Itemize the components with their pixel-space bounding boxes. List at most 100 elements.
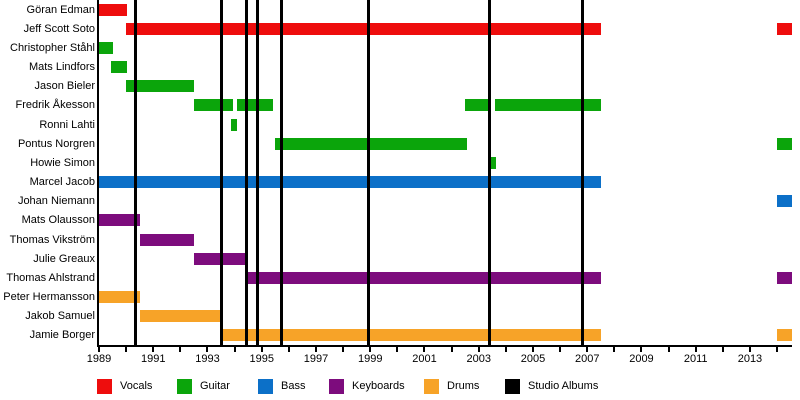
axis-tick <box>640 347 643 352</box>
legend-item-drums: Drums <box>424 378 479 394</box>
axis-tick <box>369 347 372 352</box>
axis-tick <box>559 347 562 352</box>
member-name: Göran Edman <box>26 3 95 16</box>
axis-year-label: 1997 <box>303 353 329 365</box>
member-name: Julie Greaux <box>33 252 95 265</box>
tenure-bar-keyboards <box>246 271 601 284</box>
member-name: Jamie Borger <box>29 329 95 342</box>
legend-item-keyboards: Keyboards <box>329 378 405 394</box>
axis-year-label: 1993 <box>195 353 220 365</box>
tenure-bar-vocals <box>99 3 128 16</box>
axis-tick <box>423 347 426 352</box>
legend-label: Guitar <box>200 380 230 392</box>
axis-tick <box>721 347 724 352</box>
tenure-bar-guitar <box>495 99 601 112</box>
axis-tick <box>260 347 263 352</box>
axis-tick <box>586 347 589 352</box>
legend-swatch-vocals <box>97 378 112 394</box>
member-name: Johan Niemann <box>17 195 95 208</box>
tenure-bar-guitar <box>275 137 467 150</box>
studio-album-line <box>244 0 248 345</box>
tenure-bar-vocals <box>777 22 792 35</box>
axis-year-label: 1991 <box>140 353 166 365</box>
tenure-bar-guitar <box>465 99 491 112</box>
member-name: Christopher Ståhl <box>10 41 95 54</box>
axis-tick <box>531 347 534 352</box>
axis-tick <box>396 347 399 352</box>
axis-year-label: 2003 <box>466 353 491 365</box>
axis-tick <box>98 347 100 352</box>
legend-item-albums: Studio Albums <box>505 378 598 394</box>
legend-swatch-bass <box>258 378 273 394</box>
axis-tick <box>504 347 507 352</box>
member-name: Howie Simon <box>30 156 95 169</box>
axis-year-label: 2001 <box>412 353 437 365</box>
tenure-bar-drums <box>99 291 140 304</box>
tenure-bar-drums <box>139 310 222 323</box>
axis-tick <box>342 347 345 352</box>
legend-label: Drums <box>447 380 480 392</box>
axis-tick <box>125 347 128 352</box>
axis-tick <box>748 347 751 352</box>
axis-tick <box>776 347 779 352</box>
member-name: Thomas Vikström <box>9 233 95 246</box>
studio-album-line <box>581 0 585 345</box>
axis-tick <box>477 347 480 352</box>
legend-swatch-guitar <box>177 378 192 394</box>
studio-album-line <box>488 0 492 345</box>
legend-swatch-albums <box>505 378 520 394</box>
x-axis-line <box>97 345 792 347</box>
axis-year-label: 2007 <box>574 353 600 365</box>
member-name: Thomas Ahlstrand <box>6 271 95 284</box>
tenure-bar-keyboards <box>139 233 194 246</box>
tenure-bar-guitar <box>231 118 238 131</box>
legend-label: Studio Albums <box>528 380 599 392</box>
studio-album-line <box>134 0 138 345</box>
tenure-bar-guitar <box>99 41 114 54</box>
axis-year-label: 1995 <box>249 353 274 365</box>
legend-item-bass: Bass <box>258 378 305 394</box>
tenure-bar-drums <box>221 329 601 342</box>
member-name: Peter Hermansson <box>3 291 95 304</box>
tenure-bar-keyboards <box>777 271 792 284</box>
studio-album-line <box>255 0 259 345</box>
axis-tick <box>233 347 236 352</box>
axis-tick <box>314 347 317 352</box>
tenure-bar-drums <box>777 329 792 342</box>
tenure-bar-keyboards <box>99 214 140 227</box>
tenure-bar-guitar <box>193 99 234 112</box>
axis-tick <box>694 347 697 352</box>
tenure-bar-guitar <box>111 61 127 74</box>
tenure-bar-guitar <box>777 137 792 150</box>
member-name: Jeff Scott Soto <box>23 22 95 35</box>
legend-item-guitar: Guitar <box>177 378 230 394</box>
axis-tick <box>613 347 616 352</box>
axis-year-label: 1999 <box>357 353 383 365</box>
axis-year-label: 2009 <box>629 353 654 365</box>
axis-tick <box>450 347 453 352</box>
member-name: Mats Olausson <box>21 214 95 227</box>
legend-label: Keyboards <box>352 380 405 392</box>
member-name: Ronni Lahti <box>39 118 95 131</box>
legend-label: Vocals <box>120 380 153 392</box>
tenure-bar-vocals <box>126 22 601 35</box>
axis-tick <box>287 347 290 352</box>
tenure-bar-guitar <box>126 80 194 93</box>
tenure-bar-bass <box>777 195 792 208</box>
member-name: Pontus Norgren <box>17 137 95 150</box>
member-name: Jason Bieler <box>34 80 95 93</box>
plot-left-border <box>97 0 99 345</box>
axis-year-label: 2005 <box>520 353 546 365</box>
tenure-bar-bass <box>99 176 601 189</box>
legend-label: Bass <box>281 380 306 392</box>
studio-album-line <box>366 0 370 345</box>
legend-swatch-drums <box>424 378 439 394</box>
tenure-bar-guitar <box>489 156 497 169</box>
studio-album-line <box>279 0 283 345</box>
member-name: Fredrik Åkesson <box>15 99 95 112</box>
axis-tick <box>667 347 670 352</box>
axis-year-label: 1989 <box>86 353 112 365</box>
member-name: Mats Lindfors <box>28 61 95 74</box>
member-name: Marcel Jacob <box>29 176 95 189</box>
